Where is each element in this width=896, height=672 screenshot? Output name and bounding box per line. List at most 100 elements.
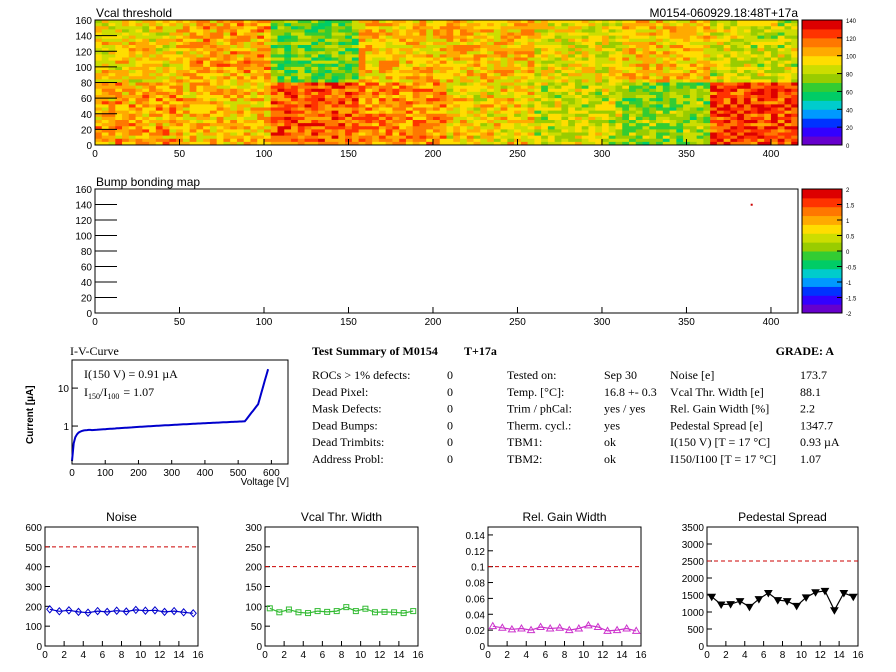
heatmap-cell: [203, 95, 211, 99]
heatmap-cell: [358, 51, 366, 55]
heatmap-cell: [757, 26, 765, 30]
heatmap-cell: [176, 98, 184, 102]
heatmap-cell: [135, 51, 143, 55]
x-tick-label: 2: [504, 650, 510, 661]
x-tick-label: 12: [597, 650, 609, 661]
heatmap-cell: [155, 54, 163, 58]
heatmap-cell: [784, 107, 792, 112]
data-point: [295, 609, 302, 616]
heatmap-cell: [135, 70, 143, 74]
chart-title: Pedestal Spread: [738, 510, 827, 524]
heatmap-cell: [554, 101, 562, 105]
heatmap-cell: [487, 63, 495, 68]
heatmap-cell: [169, 82, 177, 87]
summary-col2-label: Tested on:: [507, 368, 556, 382]
heatmap-cell: [703, 73, 711, 77]
heatmap-cell: [270, 91, 278, 96]
heatmap-cell: [764, 79, 772, 83]
heatmap-cell: [182, 66, 191, 71]
heatmap-cell: [460, 57, 468, 62]
heatmap-cell: [460, 26, 468, 30]
heatmap-cell: [351, 123, 360, 127]
heatmap-cell: [291, 20, 299, 24]
heatmap-cell: [568, 73, 576, 77]
heatmap-cell: [311, 123, 319, 127]
heatmap-cell: [297, 73, 305, 77]
heatmap-cell: [764, 70, 772, 74]
heatmap-cell: [405, 48, 414, 52]
heatmap-cell: [777, 73, 785, 77]
heatmap-cell: [723, 85, 731, 90]
heatmap-cell: [770, 63, 779, 68]
heatmap-cell: [696, 135, 704, 140]
heatmap-cell: [345, 135, 353, 140]
palette-tick-label: 2: [846, 188, 850, 194]
heatmap-cell: [304, 126, 312, 130]
heatmap-cell: [392, 98, 400, 102]
summary-col2-value: ok: [604, 452, 616, 466]
heatmap-cell: [527, 141, 535, 146]
heatmap-cell: [629, 57, 637, 62]
heatmap-cell: [277, 126, 285, 130]
heatmap-cell: [480, 32, 488, 37]
heatmap-cell: [473, 101, 481, 105]
heatmap-cell: [324, 101, 332, 105]
heatmap-cell: [243, 129, 251, 133]
heatmap-cell: [270, 104, 278, 108]
heatmap-cell: [629, 107, 637, 112]
heatmap-cell: [642, 138, 650, 143]
heatmap-cell: [629, 101, 637, 105]
heatmap-cell: [405, 45, 414, 49]
heatmap-cell: [236, 73, 245, 77]
heatmap-cell: [730, 85, 738, 90]
heatmap-cell: [460, 85, 468, 90]
heatmap-cell: [439, 60, 447, 65]
heatmap-cell: [142, 51, 150, 55]
heatmap-cell: [615, 141, 623, 146]
heatmap-cell: [189, 20, 197, 24]
heatmap-cell: [182, 70, 191, 74]
heatmap-cell: [601, 38, 610, 43]
heatmap-cell: [223, 101, 231, 105]
heatmap-cell: [284, 113, 292, 118]
heatmap-cell: [466, 38, 474, 43]
heatmap-cell: [122, 91, 130, 96]
heatmap-cell: [405, 70, 414, 74]
heatmap-cell: [135, 138, 143, 143]
heatmap-cell: [318, 138, 326, 143]
heatmap-cell: [155, 91, 163, 96]
heatmap-cell: [372, 101, 380, 105]
heatmap-cell: [223, 70, 231, 74]
heatmap-cell: [392, 57, 400, 62]
heatmap-cell: [351, 88, 360, 93]
heatmap-cell: [601, 126, 610, 130]
heatmap-cell: [446, 66, 454, 71]
heatmap-cell: [291, 110, 299, 115]
heatmap-cell: [642, 113, 650, 118]
heatmap-cell: [642, 45, 650, 49]
heatmap-cell: [757, 41, 765, 46]
heatmap-cell: [588, 98, 596, 102]
heatmap-cell: [554, 51, 562, 55]
heatmap-cell: [534, 135, 542, 140]
heatmap-cell: [527, 107, 535, 112]
heatmap-cell: [757, 113, 765, 118]
vcal-threshold-map: Vcal threshold M0154-060929.18:48T+17a 0…: [75, 6, 856, 160]
x-tick-label: 200: [425, 317, 442, 328]
heatmap-cell: [500, 70, 508, 74]
heatmap-cell: [291, 88, 299, 93]
heatmap-cell: [284, 57, 292, 62]
heatmap-cell: [487, 20, 495, 24]
heatmap-cell: [338, 141, 346, 146]
heatmap-cell: [568, 38, 576, 43]
heatmap-cell: [629, 88, 637, 93]
heatmap-cell: [689, 35, 698, 40]
heatmap-cell: [243, 138, 251, 143]
heatmap-cell: [169, 26, 177, 30]
heatmap-cell: [277, 138, 285, 143]
heatmap-cell: [466, 123, 474, 127]
heatmap-cell: [243, 120, 251, 124]
heatmap-cell: [230, 120, 238, 124]
heatmap-cell: [419, 110, 427, 115]
